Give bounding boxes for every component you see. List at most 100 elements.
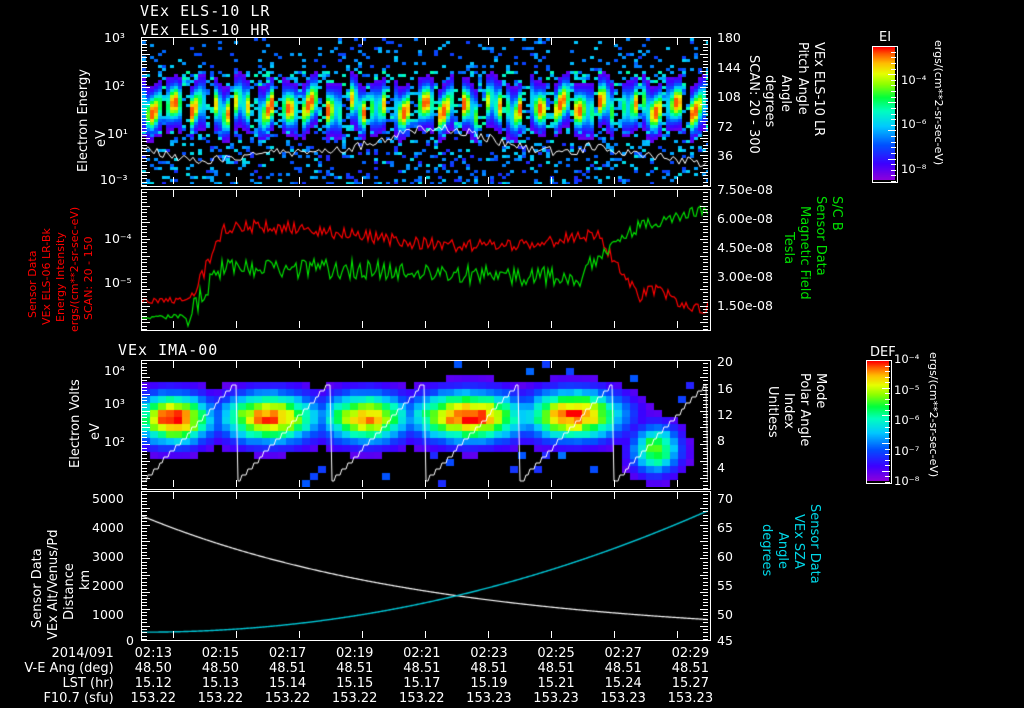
axis-tick-mark <box>703 407 708 408</box>
axis-tick-mark <box>142 309 147 310</box>
axis-tick-mark <box>236 361 237 368</box>
axis-tick-mark <box>142 81 147 82</box>
axis-tick-mark <box>142 585 147 586</box>
axis-tick-mark <box>488 361 489 368</box>
axis-tick-mark <box>703 464 708 465</box>
axis-tick-mark <box>703 515 708 516</box>
axis-tick-mark <box>703 488 708 489</box>
bottom-axis-cell: 02:25 <box>537 646 575 661</box>
panel4-right-tick-2: 60 <box>717 549 733 564</box>
axis-tick-mark <box>142 384 147 385</box>
axis-tick-mark <box>703 135 708 136</box>
axis-tick-mark <box>142 101 147 102</box>
axis-tick-mark <box>703 545 708 546</box>
axis-tick-mark <box>142 145 147 146</box>
axis-tick-mark <box>142 175 147 176</box>
axis-tick-mark <box>703 77 708 78</box>
axis-tick-mark <box>703 431 708 432</box>
axis-tick-mark <box>703 451 708 452</box>
axis-tick-mark <box>142 619 147 620</box>
axis-tick-mark <box>142 363 147 364</box>
axis-tick-mark <box>614 631 615 638</box>
axis-tick-mark <box>142 299 147 300</box>
axis-tick-mark <box>891 181 896 182</box>
colorbar2-tick-3: 10⁻⁷ <box>894 444 920 458</box>
panel4-left-tick-1: 4000 <box>92 520 124 535</box>
panel3-left-axis-label-2: eV <box>88 423 103 440</box>
axis-tick-mark <box>142 525 150 526</box>
panel4-left-tick-3: 2000 <box>92 578 124 593</box>
panel1-plot-area[interactable] <box>141 37 711 187</box>
axis-tick-mark <box>700 289 708 290</box>
axis-tick-mark <box>488 631 489 638</box>
axis-tick-mark <box>703 414 708 415</box>
axis-tick-mark <box>173 38 174 45</box>
axis-tick-mark <box>142 114 147 115</box>
axis-tick-mark <box>891 170 896 171</box>
axis-tick-mark <box>142 306 150 307</box>
axis-tick-mark <box>703 236 708 237</box>
axis-tick-mark <box>700 172 708 173</box>
panel2-right-tick-4: 1.50e-08 <box>717 298 773 313</box>
axis-tick-mark <box>891 57 896 58</box>
axis-tick-mark <box>703 168 708 169</box>
bottom-axis-cell: 153.23 <box>600 691 646 706</box>
axis-tick-mark <box>885 432 890 433</box>
axis-tick-mark <box>299 631 300 638</box>
panel4-right-tick-4: 50 <box>717 607 733 622</box>
axis-tick-mark <box>142 535 147 536</box>
axis-tick-mark <box>614 38 615 45</box>
axis-tick-mark <box>142 427 150 428</box>
axis-tick-mark <box>142 387 147 388</box>
axis-tick-mark <box>885 465 890 466</box>
axis-tick-mark <box>703 475 708 476</box>
axis-tick-mark <box>703 145 708 146</box>
axis-tick-mark <box>700 37 708 38</box>
axis-tick-mark <box>425 321 426 328</box>
axis-tick-mark <box>142 54 150 55</box>
axis-tick-mark <box>142 219 147 220</box>
axis-tick-mark <box>703 262 708 263</box>
axis-tick-mark <box>700 626 708 627</box>
axis-tick-mark <box>703 501 708 502</box>
panel3-plot-area[interactable] <box>141 360 711 490</box>
axis-tick-mark <box>703 226 708 227</box>
panel4-left-tick-0: 5000 <box>92 491 124 506</box>
axis-tick-mark <box>703 202 708 203</box>
axis-tick-mark <box>142 87 150 88</box>
axis-tick-mark <box>142 232 147 233</box>
axis-tick-mark <box>142 161 147 162</box>
axis-tick-mark <box>142 158 147 159</box>
axis-tick-mark <box>142 202 147 203</box>
bottom-axis-cell: 48.51 <box>537 661 575 676</box>
axis-tick-mark <box>614 480 615 487</box>
axis-tick-mark <box>142 421 147 422</box>
axis-tick-mark <box>703 485 708 486</box>
axis-tick-mark <box>142 292 147 293</box>
axis-tick-mark <box>703 158 708 159</box>
axis-tick-mark <box>236 321 237 328</box>
axis-tick-mark <box>882 388 890 389</box>
axis-tick-mark <box>142 172 150 173</box>
panel2-plot-area[interactable] <box>141 189 711 331</box>
axis-tick-mark <box>142 417 147 418</box>
bottom-axis-cell: 48.51 <box>604 661 642 676</box>
axis-tick-mark <box>703 417 708 418</box>
axis-tick-mark <box>236 190 237 197</box>
axis-tick-mark <box>142 131 147 132</box>
panel4-plot-area[interactable] <box>141 491 711 641</box>
axis-tick-mark <box>885 404 890 405</box>
axis-tick-mark <box>703 47 708 48</box>
bottom-axis-cell: 153.22 <box>264 691 311 706</box>
panel2-right-axis-label-3: Magnetic Field <box>797 206 812 300</box>
axis-tick-mark <box>700 104 708 105</box>
axis-tick-mark <box>142 189 150 190</box>
axis-tick-mark <box>299 177 300 184</box>
colorbar2-tick-1: 10⁻⁵ <box>894 383 920 397</box>
bottom-axis-row: V-E Ang (deg) 48.50 48.50 48.51 48.51 48.51 48… <box>0 661 724 676</box>
axis-tick-mark <box>142 108 147 109</box>
axis-tick-mark <box>703 259 708 260</box>
panel2-right-tick-2: 4.50e-08 <box>717 240 773 255</box>
panel4-right-axis-label-4: degrees <box>759 524 774 577</box>
